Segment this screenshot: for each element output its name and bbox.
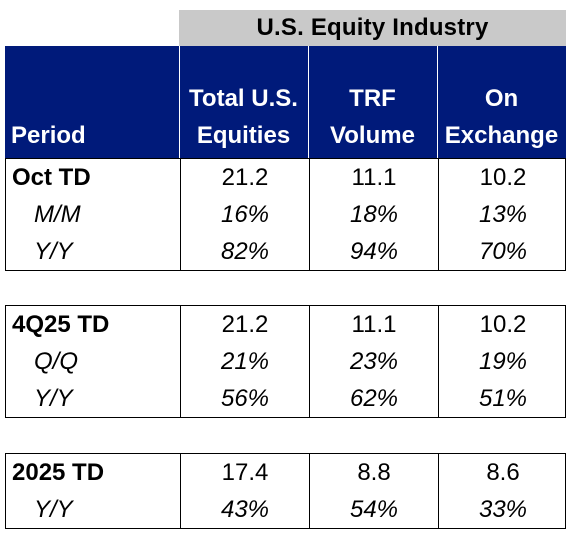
row-label: Oct TD: [12, 163, 91, 191]
header-total-us-equities: Total U.S. Equities: [179, 46, 308, 158]
cell-on-exchange: 19%: [438, 343, 567, 380]
cell-on-exchange: 70%: [438, 233, 567, 270]
header-divider: [437, 46, 438, 158]
header-period: Period: [11, 122, 86, 149]
header-divider: [179, 46, 180, 158]
table-row: M/M 16% 18% 13%: [6, 196, 565, 233]
column-header-row: Period Total U.S. Equities TRF Volume On…: [5, 46, 566, 158]
table-row: 2025 TD 17.4 8.8 8.6: [6, 454, 565, 491]
cell-total: 21%: [180, 343, 309, 380]
cell-total: 21.2: [180, 306, 309, 343]
table-row: Y/Y 82% 94% 70%: [6, 233, 565, 270]
header-on-exchange: On Exchange: [437, 46, 566, 158]
row-label: M/M: [34, 200, 81, 228]
cell-on-exchange: 33%: [438, 491, 567, 528]
cell-trf: 62%: [309, 380, 438, 417]
header-trf-line1: TRF: [349, 85, 396, 112]
cell-trf: 11.1: [309, 306, 438, 343]
table-block-oct-td: Oct TD 21.2 11.1 10.2 M/M 16% 18% 13% Y/…: [5, 158, 566, 271]
table-block-2025-td: 2025 TD 17.4 8.8 8.6 Y/Y 43% 54% 33%: [5, 453, 566, 529]
cell-trf: 11.1: [309, 159, 438, 196]
row-label: Y/Y: [34, 495, 73, 523]
table-super-header: U.S. Equity Industry: [179, 10, 566, 46]
table-row: Q/Q 21% 23% 19%: [6, 343, 565, 380]
header-onex-line1: On: [484, 85, 519, 112]
header-trf-volume: TRF Volume: [308, 46, 437, 158]
cell-total: 82%: [180, 233, 309, 270]
header-total-line2: Equities: [196, 122, 291, 149]
header-trf-line2: Volume: [330, 122, 415, 149]
row-label: Y/Y: [34, 237, 73, 265]
cell-on-exchange: 13%: [438, 196, 567, 233]
header-onex-line2: Exchange: [444, 122, 559, 149]
cell-trf: 23%: [309, 343, 438, 380]
cell-total: 43%: [180, 491, 309, 528]
table-row: Y/Y 43% 54% 33%: [6, 491, 565, 528]
table-row: Y/Y 56% 62% 51%: [6, 380, 565, 417]
header-divider: [308, 46, 309, 158]
cell-total: 21.2: [180, 159, 309, 196]
cell-total: 17.4: [180, 454, 309, 491]
table-block-4q25-td: 4Q25 TD 21.2 11.1 10.2 Q/Q 21% 23% 19% Y…: [5, 305, 566, 418]
header-total-line1: Total U.S.: [189, 85, 298, 112]
cell-on-exchange: 8.6: [438, 454, 567, 491]
row-label: Y/Y: [34, 384, 73, 412]
row-label: Q/Q: [34, 347, 79, 375]
table-row: 4Q25 TD 21.2 11.1 10.2: [6, 306, 565, 343]
cell-trf: 94%: [309, 233, 438, 270]
row-label: 2025 TD: [12, 458, 105, 486]
row-label: 4Q25 TD: [12, 310, 110, 338]
cell-on-exchange: 10.2: [438, 159, 567, 196]
cell-total: 16%: [180, 196, 309, 233]
cell-trf: 18%: [309, 196, 438, 233]
cell-on-exchange: 10.2: [438, 306, 567, 343]
table-row: Oct TD 21.2 11.1 10.2: [6, 159, 565, 196]
cell-trf: 54%: [309, 491, 438, 528]
cell-total: 56%: [180, 380, 309, 417]
cell-trf: 8.8: [309, 454, 438, 491]
cell-on-exchange: 51%: [438, 380, 567, 417]
